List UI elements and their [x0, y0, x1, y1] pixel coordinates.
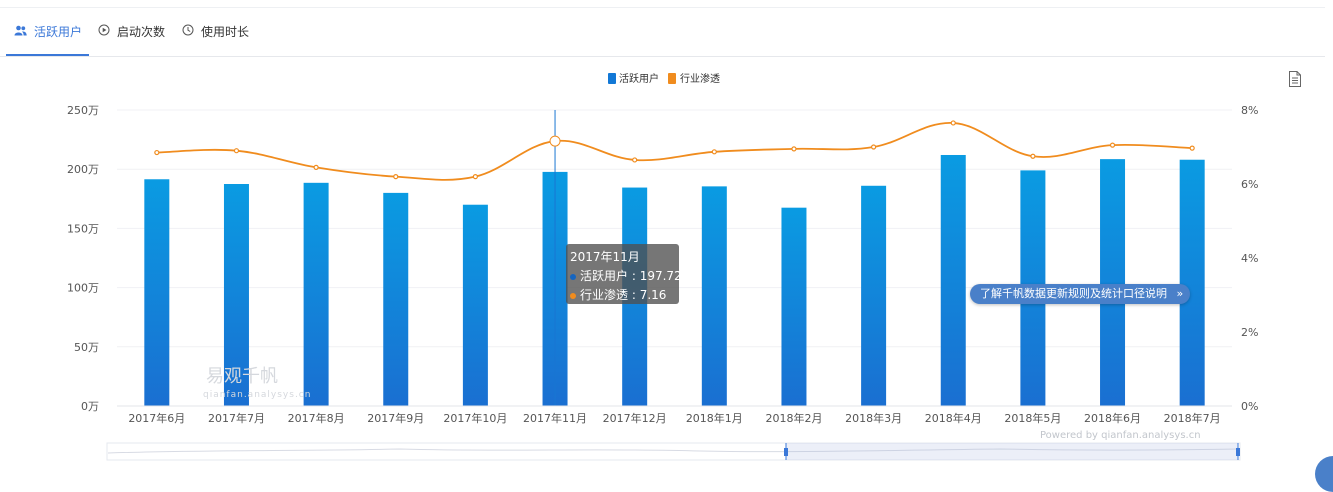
- y-axis-right: 0% 2% 4% 6% 8%: [1241, 104, 1258, 413]
- series-dot-icon: [570, 273, 576, 280]
- y-left-tick-label: 150万: [67, 222, 99, 235]
- x-tick-label: 2017年8月: [288, 411, 345, 425]
- y-left-tick-label: 250万: [67, 104, 99, 117]
- tooltip-label: 行业渗透: [580, 288, 629, 302]
- tab-active-users[interactable]: 活跃用户: [14, 22, 82, 42]
- legend-label: 行业渗透: [680, 72, 720, 85]
- x-tick-label: 2018年1月: [686, 411, 743, 425]
- double-chevron-right-icon: »: [1176, 287, 1184, 300]
- bar: [303, 182, 329, 406]
- y-left-tick-label: 100万: [67, 282, 99, 295]
- x-axis: 2017年6月 2017年7月 2017年8月 2017年9月 2017年10月 2017…: [117, 405, 1232, 425]
- x-tick-label: 2018年5月: [1004, 411, 1061, 425]
- tooltip-label: 活跃用户: [580, 269, 629, 283]
- bar: [781, 207, 807, 406]
- watermark-logo: 易观千帆: [206, 366, 278, 387]
- line-point: [791, 146, 797, 152]
- x-tick-label: 2017年6月: [128, 411, 185, 425]
- line-series: [154, 120, 1195, 181]
- y-right-tick-label: 4%: [1241, 252, 1258, 265]
- chart-legend: 活跃用户 行业渗透: [608, 72, 720, 85]
- line-point: [154, 149, 160, 156]
- x-tick-label: 2018年6月: [1084, 411, 1141, 425]
- powered-by-text: Powered by qianfan.analysys.cn: [1040, 430, 1201, 441]
- line-point: [549, 135, 561, 147]
- document-icon[interactable]: [1288, 71, 1302, 87]
- x-tick-label: 2017年7月: [208, 411, 265, 425]
- zoom-handle-right: [1236, 448, 1240, 456]
- bar: [1179, 159, 1205, 406]
- chart-tooltip: 2017年11月 活跃用户 : 197.72 行业渗透 : 7.16: [566, 244, 682, 305]
- y-right-tick-label: 0%: [1241, 400, 1258, 413]
- data-rules-link[interactable]: 了解千帆数据更新规则及统计口径说明 »: [970, 284, 1190, 304]
- tooltip-value: 197.72: [639, 269, 682, 283]
- legend-label: 活跃用户: [619, 72, 659, 85]
- tooltip-value: 7.16: [639, 288, 667, 302]
- zoom-preview-line: [107, 448, 1240, 454]
- y-axis-left: 0万 50万 100万 150万 200万 250万: [67, 104, 99, 413]
- y-right-tick-label: 8%: [1241, 104, 1258, 117]
- zoom-selection: [786, 443, 1238, 460]
- legend-swatch-industry-penetration: [668, 73, 676, 84]
- x-tick-label: 2018年7月: [1164, 411, 1221, 425]
- x-tick-label: 2018年2月: [765, 411, 822, 425]
- tooltip-title: 2017年11月: [570, 250, 640, 264]
- bar: [144, 179, 170, 406]
- x-tick-label: 2017年10月: [443, 411, 507, 425]
- watermark-url: qianfan.analysys.cn: [203, 390, 312, 400]
- x-tick-label: 2017年9月: [367, 411, 424, 425]
- line-point: [871, 144, 877, 150]
- y-left-tick-label: 200万: [67, 163, 99, 176]
- bar: [1100, 159, 1126, 406]
- clock-icon: [182, 22, 194, 42]
- line-point: [1189, 145, 1195, 151]
- bar: [383, 192, 409, 406]
- line-point: [1109, 142, 1116, 148]
- line-point: [313, 164, 319, 170]
- tab-label: 使用时长: [201, 25, 250, 39]
- zoom-handle-left: [784, 448, 788, 456]
- play-circle-icon: [98, 22, 110, 42]
- bar: [701, 186, 727, 406]
- top-divider: [0, 7, 1325, 8]
- active-tab-indicator: [6, 54, 89, 56]
- line-point: [472, 174, 478, 180]
- data-rules-label: 了解千帆数据更新规则及统计口径说明: [980, 287, 1167, 300]
- y-right-tick-label: 6%: [1241, 178, 1258, 191]
- x-tick-label: 2018年3月: [845, 411, 902, 425]
- x-tick-label: 2017年11月: [523, 411, 587, 425]
- data-zoom-slider[interactable]: [106, 442, 1241, 461]
- bar: [940, 154, 966, 406]
- legend-swatch-active-users: [608, 73, 616, 84]
- line-series-path: [156, 122, 1193, 181]
- series-dot-icon: [570, 292, 576, 299]
- users-icon: [14, 22, 27, 42]
- x-tick-label: 2018年4月: [925, 411, 982, 425]
- x-tick-label: 2017年12月: [603, 411, 667, 425]
- tooltip-row-active-users: 活跃用户 : 197.72: [570, 267, 682, 286]
- line-point: [233, 148, 240, 154]
- bar: [223, 184, 249, 406]
- line-point: [393, 174, 399, 180]
- y-left-tick-label: 50万: [74, 341, 99, 354]
- tab-label: 活跃用户: [34, 25, 83, 39]
- bar: [462, 204, 488, 406]
- line-point: [950, 120, 956, 126]
- tab-bar: 活跃用户 启动次数 使用时长: [0, 8, 1325, 57]
- line-point: [632, 157, 638, 163]
- y-right-tick-label: 2%: [1241, 326, 1258, 339]
- y-left-tick-label: 0万: [81, 400, 99, 413]
- tooltip-row-industry-penetration: 行业渗透 : 7.16: [570, 286, 679, 305]
- line-point: [711, 149, 717, 155]
- line-point: [1030, 153, 1036, 159]
- bar: [861, 185, 887, 406]
- tab-launch-count[interactable]: 启动次数: [98, 22, 165, 42]
- tab-usage-duration[interactable]: 使用时长: [182, 22, 249, 42]
- tab-label: 启动次数: [117, 25, 166, 39]
